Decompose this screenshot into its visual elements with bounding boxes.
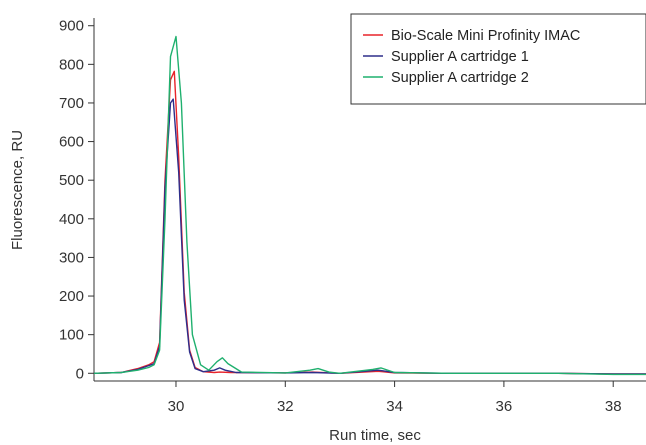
- y-tick-label: 600: [59, 134, 84, 151]
- y-tick-label: 500: [59, 172, 84, 189]
- x-axis-label: Run time, sec: [329, 427, 421, 444]
- legend-label: Supplier A cartridge 2: [391, 70, 529, 86]
- legend-label: Bio-Scale Mini Profinity IMAC: [391, 28, 580, 44]
- x-tick-label: 30: [168, 398, 185, 415]
- y-tick-label: 100: [59, 327, 84, 344]
- series-line-1: [93, 70, 646, 375]
- y-tick-label: 800: [59, 56, 84, 73]
- legend-box: [350, 13, 646, 105]
- axes: 0 100 200 300 400 500 600 700 800 900 30 32 34 36 38: [59, 18, 646, 415]
- series-lines: [93, 35, 646, 376]
- x-tick-label: 32: [277, 398, 294, 415]
- x-tick-label: 38: [605, 398, 622, 415]
- x-tick-label: 34: [386, 398, 403, 415]
- series-line-2: [93, 98, 646, 375]
- y-tick-label: 900: [59, 18, 84, 35]
- y-tick-label: 0: [76, 365, 84, 382]
- y-tick-label: 400: [59, 211, 84, 228]
- y-tick-label: 200: [59, 288, 84, 305]
- y-tick-label: 300: [59, 249, 84, 266]
- y-axis-label: Fluorescence, RU: [9, 130, 26, 250]
- legend-label: Supplier A cartridge 1: [391, 49, 529, 65]
- y-tick-label: 700: [59, 95, 84, 112]
- series-line-3: [93, 35, 646, 376]
- x-tick-label: 36: [496, 398, 513, 415]
- legend: Bio-Scale Mini Profinity IMAC Supplier A …: [350, 13, 646, 105]
